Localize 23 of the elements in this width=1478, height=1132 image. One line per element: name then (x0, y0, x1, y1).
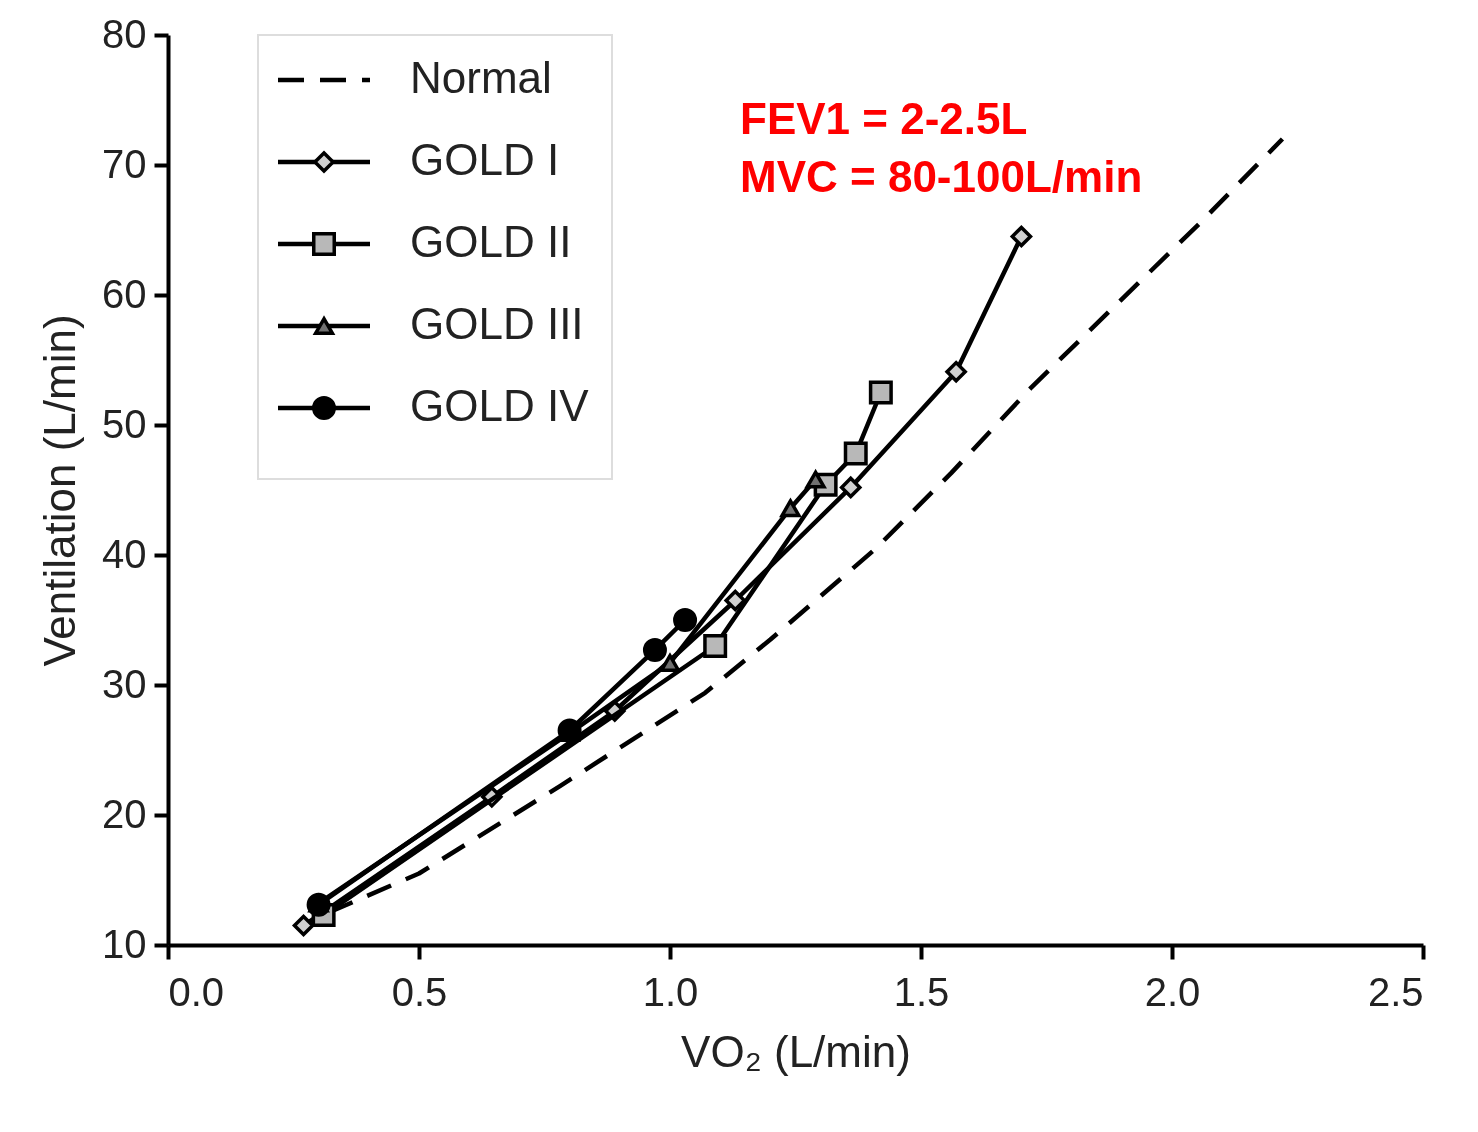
annotation: FEV1 = 2-2.5L (740, 94, 1028, 143)
x-tick-label: 2.0 (1144, 969, 1201, 1014)
x-axis-title: VO₂ (L/min) (681, 1026, 911, 1076)
legend-label: Normal (410, 53, 552, 102)
x-tick-label: 2.5 (1367, 969, 1424, 1014)
y-tick-label: 10 (102, 921, 147, 966)
x-tick-label: 0.5 (391, 969, 448, 1014)
x-tick-label: 1.5 (893, 969, 950, 1014)
y-tick-label: 60 (102, 271, 147, 316)
legend-label: GOLD IV (410, 381, 590, 430)
legend-label: GOLD I (410, 135, 560, 184)
x-tick-label: 0.0 (168, 969, 225, 1014)
y-tick-label: 50 (102, 401, 147, 446)
annotation: MVC = 80-100L/min (740, 152, 1143, 201)
y-tick-label: 20 (102, 791, 147, 836)
legend-label: GOLD II (410, 217, 572, 266)
y-axis-title: Ventilation (L/min) (35, 314, 85, 667)
legend-label: GOLD III (410, 299, 584, 348)
y-tick-label: 70 (102, 141, 147, 186)
y-tick-label: 30 (102, 661, 147, 706)
x-tick-label: 1.0 (642, 969, 699, 1014)
y-tick-label: 80 (102, 11, 147, 56)
y-tick-label: 40 (102, 531, 147, 576)
